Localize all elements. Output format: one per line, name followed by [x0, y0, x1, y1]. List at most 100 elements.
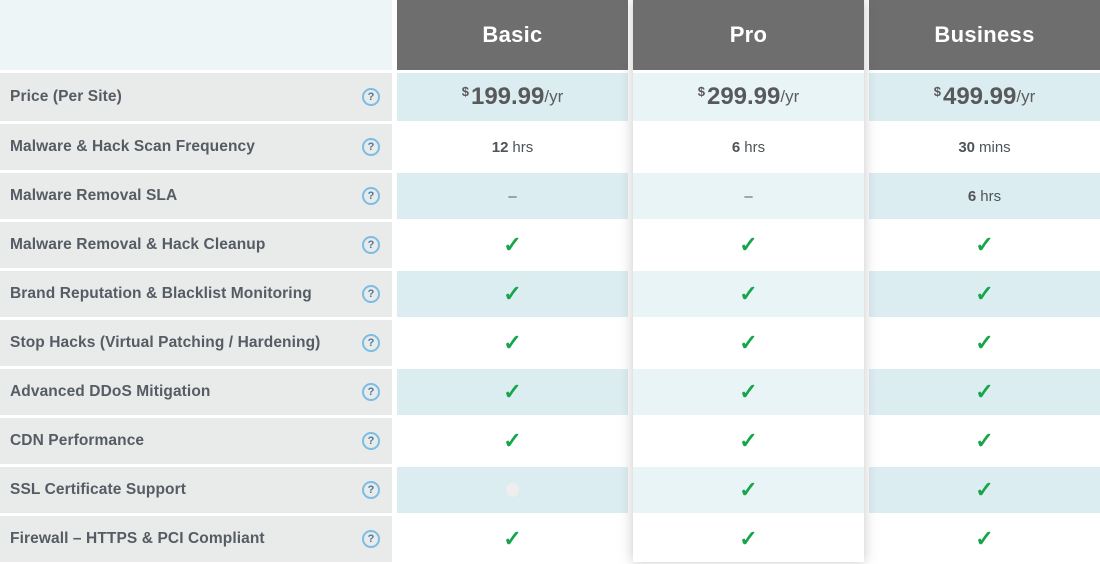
feature-cell-price: Price (Per Site) ?	[0, 73, 392, 121]
value-unit: hrs	[512, 138, 534, 156]
plan-rows-1: 6 hrs – ✓ ✓ ✓ ✓ ✓ ✓ ✓	[633, 124, 864, 562]
help-icon[interactable]: ?	[362, 236, 380, 254]
plan-value-cell: ✓	[869, 418, 1100, 464]
plan-value-cell: 12 hrs	[397, 124, 628, 170]
plan-column-pro: Pro $ 299.99 /yr 6 hrs – ✓ ✓ ✓ ✓ ✓ ✓ ✓	[633, 0, 864, 562]
value-number: 12	[491, 138, 509, 156]
faint-placeholder-icon	[506, 483, 519, 497]
plan-header-business: Business	[869, 0, 1100, 70]
help-icon[interactable]: ?	[362, 432, 380, 450]
price-amount: 299.99	[706, 83, 781, 110]
feature-cell: SSL Certificate Support?	[0, 467, 392, 513]
plan-value-cell: 30 mins	[869, 124, 1100, 170]
feature-label: CDN Performance	[10, 432, 145, 449]
check-icon: ✓	[503, 232, 522, 257]
price-period: /yr	[1016, 87, 1036, 106]
plan-value-cell: ✓	[869, 222, 1100, 268]
feature-label: SSL Certificate Support	[10, 481, 186, 498]
price-amount: 499.99	[942, 83, 1017, 110]
price-business: $ 499.99 /yr	[934, 83, 1036, 111]
feature-label: Firewall – HTTPS & PCI Compliant	[10, 530, 265, 547]
currency-symbol: $	[461, 83, 469, 99]
check-icon: ✓	[739, 281, 758, 306]
check-icon: ✓	[503, 330, 522, 355]
plan-value-cell: ✓	[397, 418, 628, 464]
help-icon[interactable]: ?	[362, 187, 380, 205]
plan-value-cell: ✓	[869, 516, 1100, 562]
feature-label-price: Price (Per Site)	[10, 88, 122, 105]
check-icon: ✓	[503, 379, 522, 404]
check-icon: ✓	[975, 281, 994, 306]
check-icon: ✓	[503, 281, 522, 306]
plan-value-cell: ✓	[633, 320, 864, 366]
plan-value-cell: ✓	[869, 271, 1100, 317]
feature-rows: Malware & Hack Scan Frequency? Malware Re…	[0, 124, 392, 562]
price-pro: $ 299.99 /yr	[698, 83, 800, 111]
feature-label: Stop Hacks (Virtual Patching / Hardening…	[10, 334, 321, 351]
feature-cell: Malware & Hack Scan Frequency?	[0, 124, 392, 170]
plan-value-cell: 6 hrs	[633, 124, 864, 170]
plan-value-cell: ✓	[633, 369, 864, 415]
help-icon[interactable]: ?	[362, 285, 380, 303]
plan-value-cell: ✓	[869, 369, 1100, 415]
plan-value-cell: ✓	[397, 320, 628, 366]
plan-value-cell: ✓	[397, 271, 628, 317]
check-icon: ✓	[739, 379, 758, 404]
check-icon: ✓	[503, 526, 522, 551]
not-included-dash: –	[744, 187, 753, 205]
help-icon[interactable]: ?	[362, 88, 380, 106]
plan-value-cell: ✓	[633, 467, 864, 513]
plan-value-cell: ✓	[633, 271, 864, 317]
plan-value-cell	[397, 467, 628, 513]
check-icon: ✓	[739, 477, 758, 502]
price-cell-basic: $ 199.99 /yr	[397, 73, 628, 121]
plan-value-cell: –	[397, 173, 628, 219]
plan-value-cell: ✓	[869, 467, 1100, 513]
value-unit: mins	[979, 138, 1011, 156]
value-unit: hrs	[744, 138, 766, 156]
check-icon: ✓	[975, 379, 994, 404]
help-icon[interactable]: ?	[362, 383, 380, 401]
feature-label: Malware & Hack Scan Frequency	[10, 138, 255, 155]
plan-value-cell: –	[633, 173, 864, 219]
plan-header-pro: Pro	[633, 0, 864, 70]
check-icon: ✓	[975, 232, 994, 257]
price-amount: 199.99	[470, 83, 545, 110]
check-icon: ✓	[739, 526, 758, 551]
value-number: 6	[967, 187, 977, 205]
help-icon[interactable]: ?	[362, 481, 380, 499]
help-icon[interactable]: ?	[362, 138, 380, 156]
price-cell-pro: $ 299.99 /yr	[633, 73, 864, 121]
check-icon: ✓	[975, 477, 994, 502]
plan-rows-0: 12 hrs – ✓ ✓ ✓ ✓ ✓ ✓	[397, 124, 628, 562]
plan-value-cell: 6 hrs	[869, 173, 1100, 219]
plan-value-cell: ✓	[633, 418, 864, 464]
check-icon: ✓	[739, 330, 758, 355]
value-number: 30	[958, 138, 975, 156]
check-icon: ✓	[975, 526, 994, 551]
plan-value-cell: ✓	[397, 222, 628, 268]
plan-value-cell: ✓	[869, 320, 1100, 366]
plan-value-cell: ✓	[633, 222, 864, 268]
currency-symbol: $	[697, 83, 705, 99]
help-icon[interactable]: ?	[362, 530, 380, 548]
plan-value-cell: ✓	[397, 516, 628, 562]
price-basic: $ 199.99 /yr	[462, 83, 564, 111]
value-unit: hrs	[980, 187, 1002, 205]
feature-cell: Advanced DDoS Mitigation?	[0, 369, 392, 415]
check-icon: ✓	[739, 232, 758, 257]
check-icon: ✓	[975, 428, 994, 453]
plan-value-cell: ✓	[633, 516, 864, 562]
help-icon[interactable]: ?	[362, 334, 380, 352]
feature-cell: CDN Performance?	[0, 418, 392, 464]
check-icon: ✓	[739, 428, 758, 453]
check-icon: ✓	[975, 330, 994, 355]
plan-header-basic: Basic	[397, 0, 628, 70]
check-icon: ✓	[503, 428, 522, 453]
currency-symbol: $	[933, 83, 941, 99]
price-period: /yr	[780, 87, 800, 106]
feature-label: Malware Removal & Hack Cleanup	[10, 236, 266, 253]
feature-cell: Stop Hacks (Virtual Patching / Hardening…	[0, 320, 392, 366]
feature-cell: Malware Removal & Hack Cleanup?	[0, 222, 392, 268]
